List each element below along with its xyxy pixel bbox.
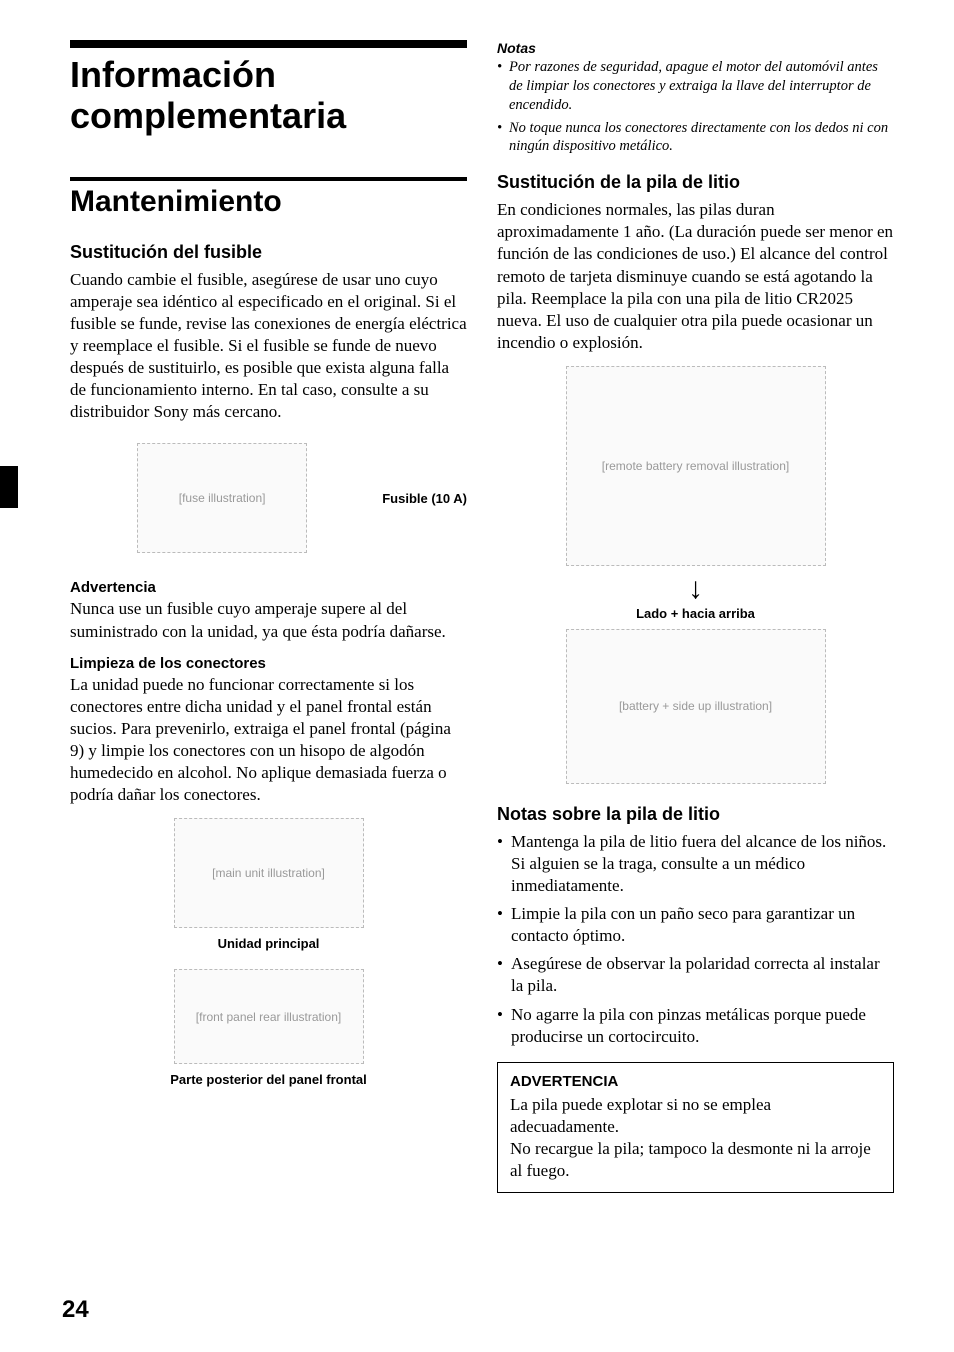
sub-heading: Mantenimiento: [70, 185, 467, 218]
notes-list: Por razones de seguridad, apague el moto…: [497, 58, 894, 156]
list-item: Asegúrese de observar la polaridad corre…: [497, 953, 894, 997]
list-item: No toque nunca los conectores directamen…: [497, 119, 894, 157]
main-heading: Información complementaria: [70, 54, 467, 137]
section-bar: [70, 40, 467, 48]
section-title-battery: Sustitución de la pila de litio: [497, 172, 894, 193]
remote-illustration-2: [battery + side up illustration]: [566, 629, 826, 784]
battery-notes-list: Mantenga la pila de litio fuera del alca…: [497, 831, 894, 1048]
section-title-battery-notes: Notas sobre la pila de litio: [497, 804, 894, 825]
section-title-clean: Limpieza de los conectores: [70, 655, 467, 672]
lado-label: Lado + hacia arriba: [497, 606, 894, 621]
list-item: No agarre la pila con pinzas metálicas p…: [497, 1004, 894, 1048]
warning-title: Advertencia: [70, 579, 467, 596]
body-text: Nunca use un fusible cuyo amperaje super…: [70, 598, 467, 642]
list-item: Mantenga la pila de litio fuera del alca…: [497, 831, 894, 897]
list-item: Limpie la pila con un paño seco para gar…: [497, 903, 894, 947]
body-text: Cuando cambie el fusible, asegúrese de u…: [70, 269, 467, 424]
list-item: Por razones de seguridad, apague el moto…: [497, 58, 894, 115]
warning-box-title: ADVERTENCIA: [510, 1073, 881, 1090]
remote-illustration-1: [remote battery removal illustration]: [566, 366, 826, 566]
fuse-figure-row: [fuse illustration] Fusible (10 A): [70, 435, 467, 561]
page-content: Información complementaria Mantenimiento…: [70, 40, 894, 1193]
fuse-illustration: [fuse illustration]: [137, 443, 307, 553]
figure-caption: Unidad principal: [70, 936, 467, 951]
warning-box-body: La pila puede explotar si no se emplea a…: [510, 1094, 881, 1182]
section-title-fuse: Sustitución del fusible: [70, 242, 467, 263]
fuse-label: Fusible (10 A): [382, 491, 467, 506]
side-tab: [0, 466, 18, 508]
body-text: La unidad puede no funcionar correctamen…: [70, 674, 467, 807]
page-number: 24: [62, 1296, 89, 1324]
left-column: Información complementaria Mantenimiento…: [70, 40, 467, 1193]
main-unit-illustration: [main unit illustration]: [174, 818, 364, 928]
figure-caption: Parte posterior del panel frontal: [70, 1072, 467, 1087]
warning-box: ADVERTENCIA La pila puede explotar si no…: [497, 1062, 894, 1193]
notes-title: Notas: [497, 40, 894, 56]
subsection-bar: [70, 177, 467, 181]
right-column: Notas Por razones de seguridad, apague e…: [497, 40, 894, 1193]
panel-rear-illustration: [front panel rear illustration]: [174, 969, 364, 1064]
body-text: En condiciones normales, las pilas duran…: [497, 199, 894, 354]
arrow-down-icon: ↓: [497, 574, 894, 604]
